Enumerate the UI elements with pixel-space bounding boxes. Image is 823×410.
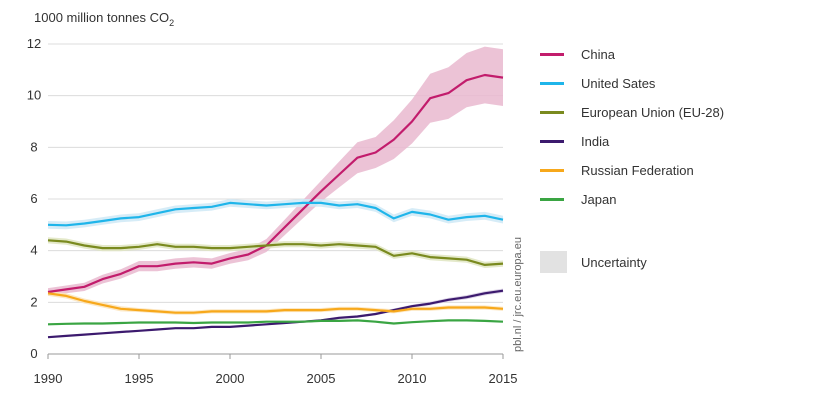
- series-line-1: [47, 201, 504, 227]
- legend-item-0: China: [540, 40, 810, 69]
- legend-item-2: European Union (EU-28): [540, 98, 810, 127]
- legend-item-3: India: [540, 127, 810, 156]
- series-lines: [47, 73, 504, 339]
- x-tick-label: 2010: [398, 371, 427, 386]
- uncertainty-band-2: [48, 237, 503, 268]
- y-tick-label: 6: [30, 191, 37, 206]
- legend-item-uncertainty: Uncertainty: [540, 251, 647, 273]
- legend-swatch: [540, 169, 564, 172]
- y-tick-label: 8: [30, 139, 37, 154]
- y-tick-label: 2: [30, 294, 37, 309]
- uncertainty-band-1: [48, 199, 503, 230]
- legend-swatch: [540, 140, 564, 143]
- legend-swatch: [540, 53, 564, 56]
- y-tick-label: 4: [30, 243, 37, 258]
- x-tick-label: 1995: [125, 371, 154, 386]
- legend-label: European Union (EU-28): [581, 105, 725, 120]
- series-line-0: [47, 73, 504, 294]
- legend-item-1: United Sates: [540, 69, 810, 98]
- x-axis: 1990 1995 2000 2005 2010 2015: [34, 354, 518, 386]
- legend-swatch: [540, 111, 564, 114]
- legend: China United Sates European Union (EU-28) I…: [540, 40, 810, 214]
- uncertainty-band-0: [48, 46, 503, 296]
- legend-label: Japan: [581, 192, 617, 207]
- legend-label: China: [581, 47, 615, 62]
- x-tick-label: 2005: [307, 371, 336, 386]
- series-line-3: [47, 289, 504, 339]
- unit-subscript: 2: [169, 18, 174, 28]
- series-line-5: [47, 319, 504, 326]
- y-tick-label: 10: [27, 88, 41, 103]
- y-tick-label: 0: [30, 346, 37, 361]
- legend-label: Russian Federation: [581, 163, 694, 178]
- series-line-4: [47, 292, 504, 314]
- uncertainty-swatch: [540, 251, 567, 273]
- legend-swatch: [540, 198, 564, 201]
- uncertainty-band-3: [48, 288, 503, 338]
- unit-label: 1000 million tonnes CO2: [34, 10, 174, 28]
- legend-label-uncertainty: Uncertainty: [581, 254, 647, 270]
- legend-label: United Sates: [581, 76, 656, 91]
- legend-item-4: Russian Federation: [540, 156, 810, 185]
- series-line-2: [47, 239, 504, 266]
- y-axis: 0 2 4 6 8 10 12: [27, 36, 41, 361]
- legend-swatch: [540, 82, 564, 85]
- legend-item-5: Japan: [540, 185, 810, 214]
- uncertainty-bands: [48, 46, 503, 338]
- x-tick-label: 2000: [216, 371, 245, 386]
- legend-label: India: [581, 134, 610, 149]
- x-tick-label: 2015: [489, 371, 518, 386]
- source-credit: pbl.nl / jrc.eu.europa.eu: [512, 237, 524, 352]
- y-tick-label: 12: [27, 36, 41, 51]
- x-tick-label: 1990: [34, 371, 63, 386]
